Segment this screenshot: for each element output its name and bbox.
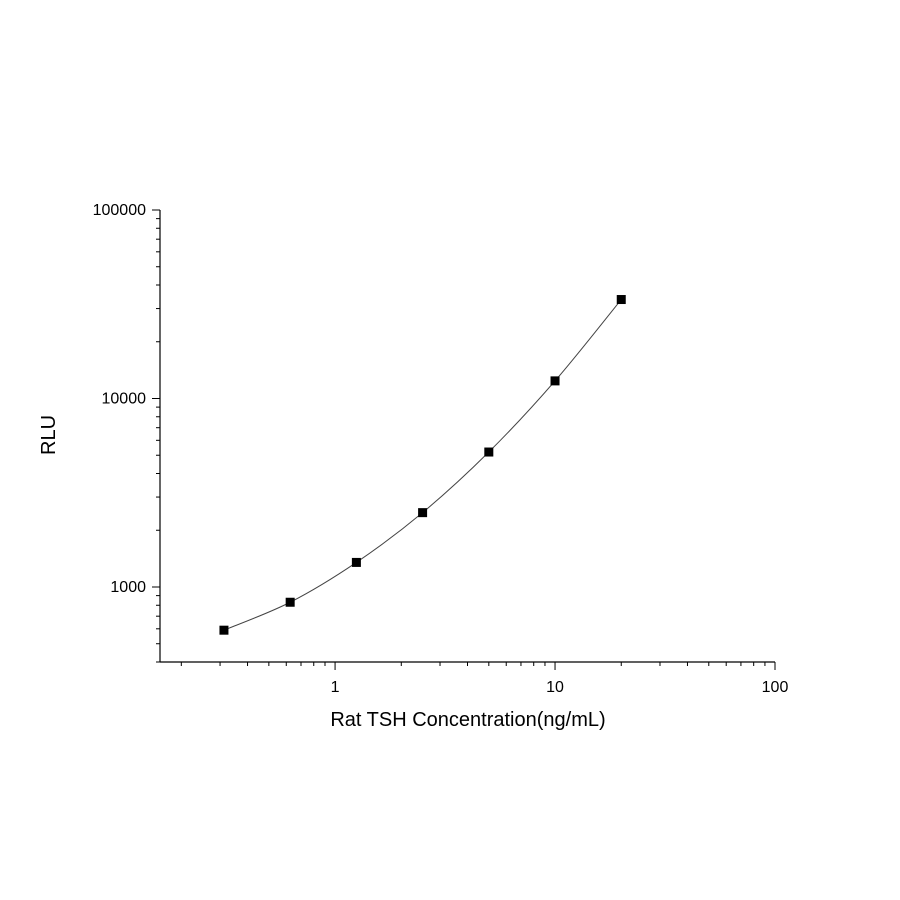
y-tick-label: 1000 (110, 579, 146, 596)
x-tick-label: 1 (331, 679, 340, 696)
data-point-marker (219, 625, 229, 635)
data-point-marker (484, 447, 494, 457)
data-point-marker (550, 376, 560, 386)
fit-curve (223, 299, 622, 631)
y-axis-label: RLU (38, 415, 60, 455)
data-point-marker (418, 508, 428, 518)
x-tick-label: 100 (762, 679, 789, 696)
y-tick-label: 10000 (102, 390, 147, 407)
data-points (219, 295, 626, 635)
x-tick-label: 10 (546, 679, 564, 696)
x-axis-label: Rat TSH Concentration(ng/mL) (330, 709, 605, 731)
y-tick-label: 100000 (93, 202, 146, 219)
axes: 1000 10000 100000 1 10 100 (93, 202, 789, 696)
data-point-marker (285, 597, 295, 607)
data-point-marker (351, 557, 361, 567)
fit-curve-group (223, 299, 622, 631)
data-point-marker (616, 295, 626, 305)
